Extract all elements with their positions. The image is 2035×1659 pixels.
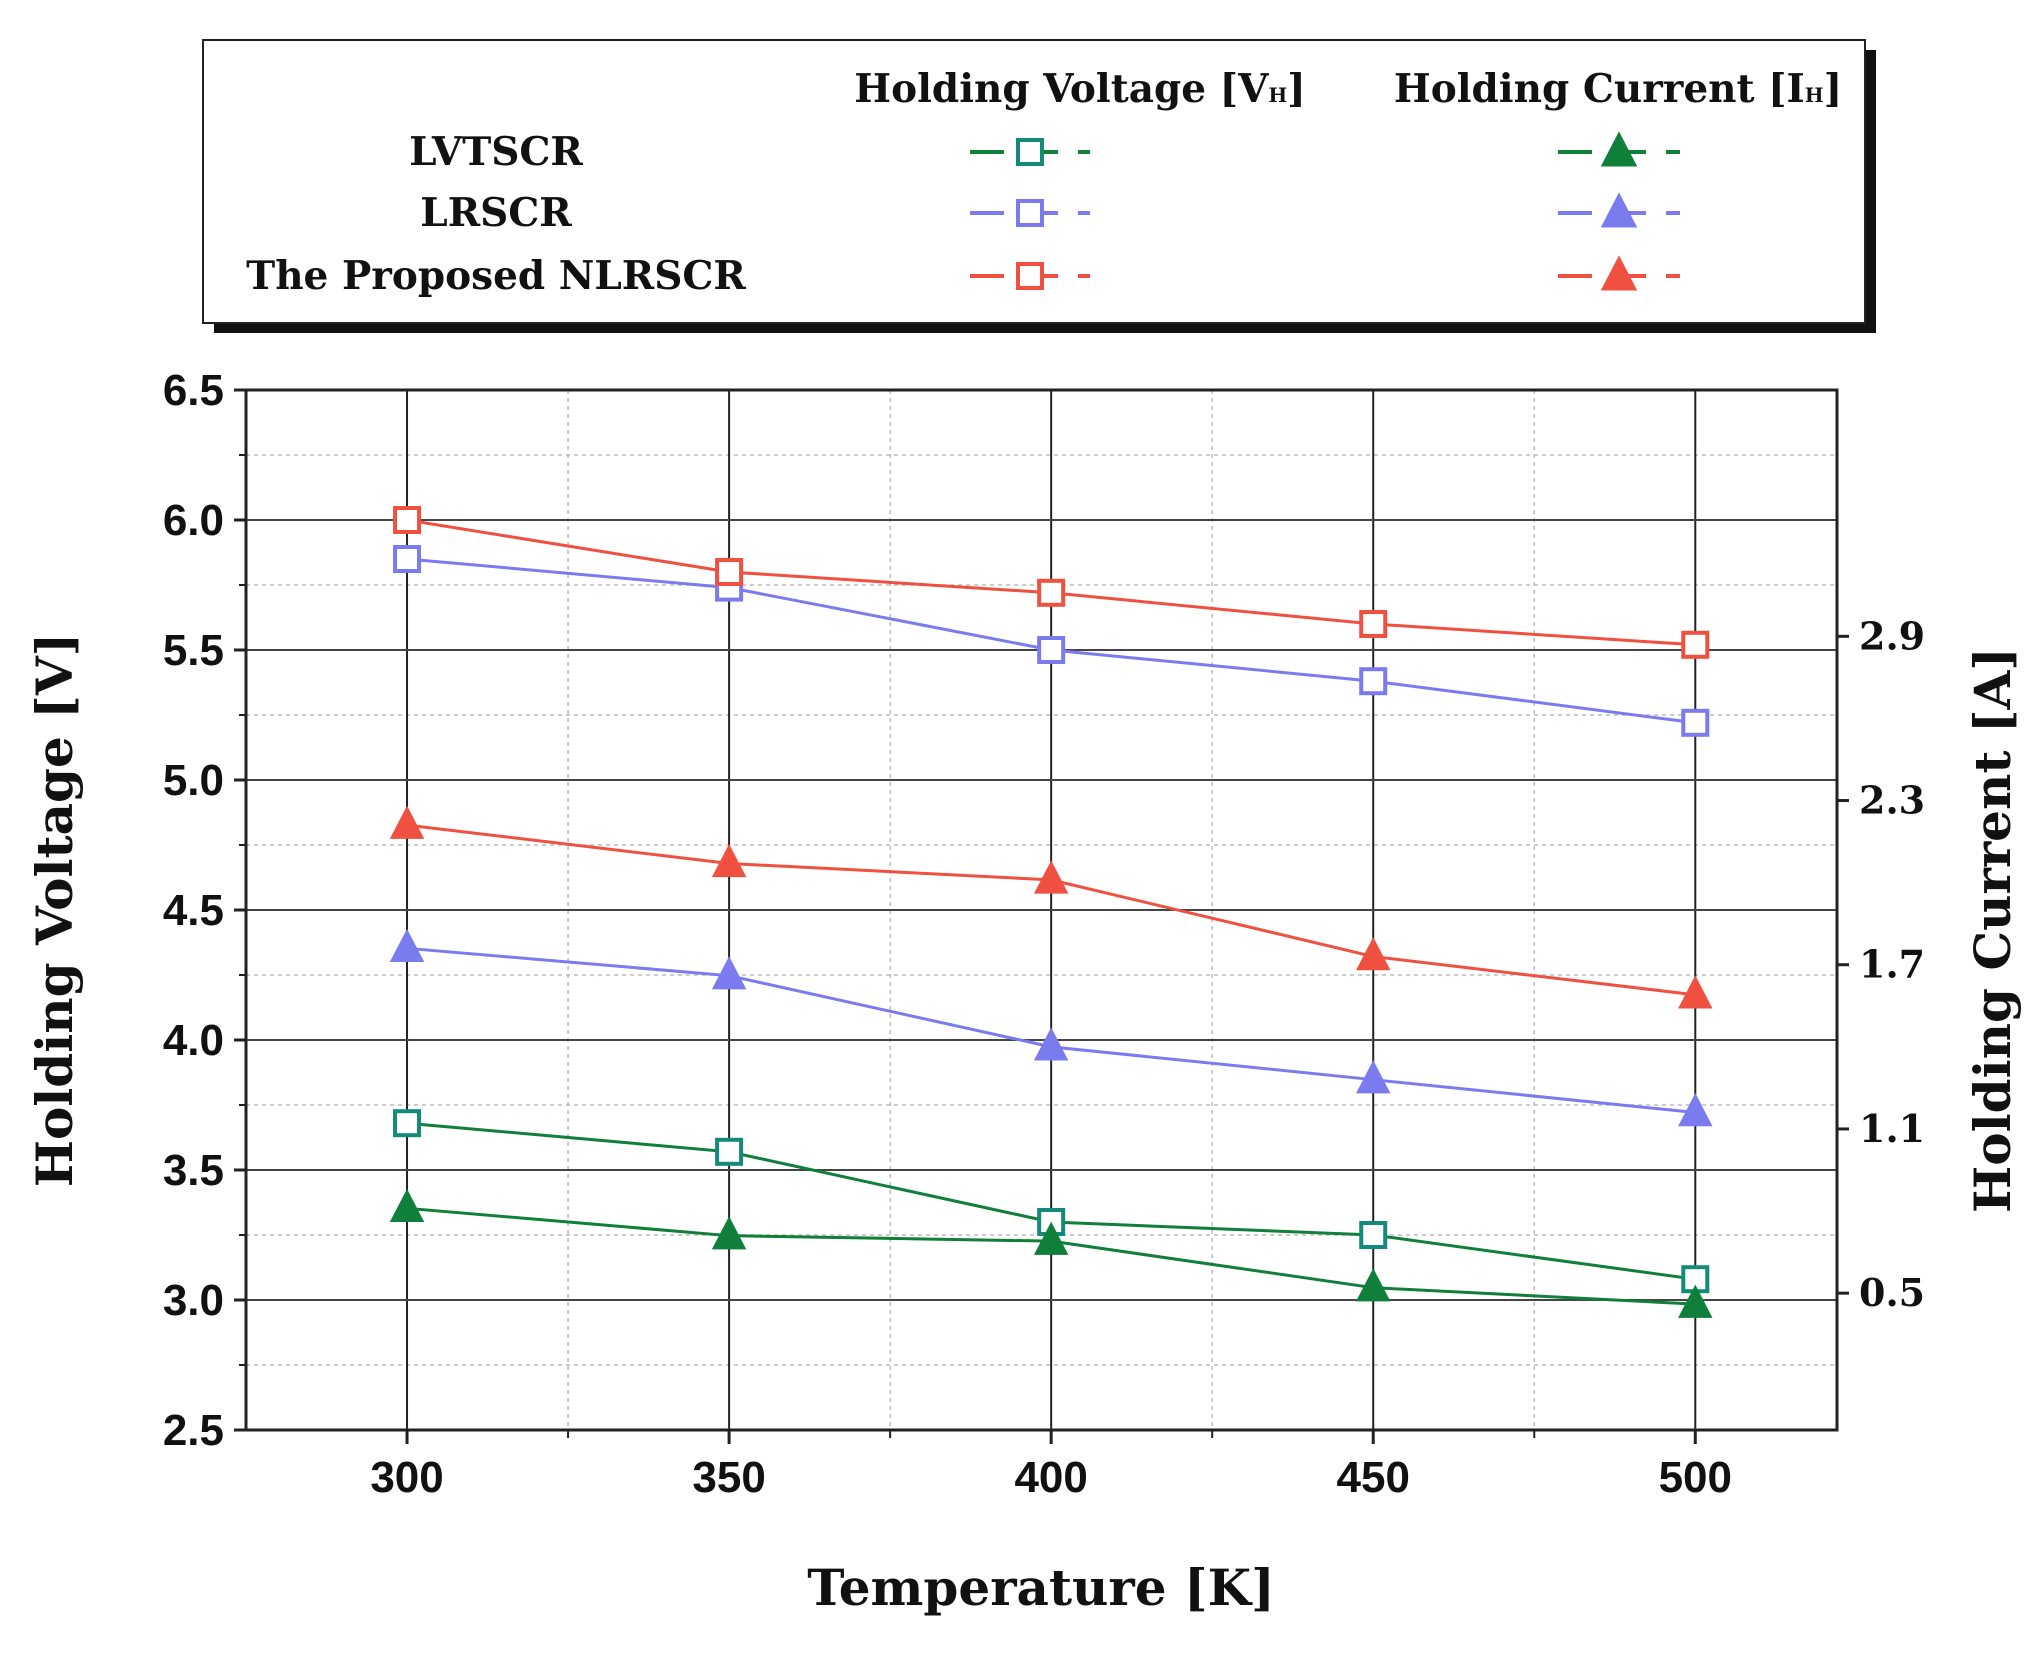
voltage-point	[1037, 578, 1066, 607]
x-tick-label: 300	[370, 1453, 443, 1502]
current-point	[711, 1216, 747, 1250]
legend-row-2: LRSCR	[420, 190, 1680, 236]
plot-area: 2.5 3.0 3.5 4.0 4.5 5.0 5.5 6.0 6.5 300 350 400 450 5…	[163, 366, 1925, 1502]
voltage-point	[393, 506, 422, 534]
current-point	[1033, 1221, 1069, 1255]
series-lrscr	[389, 545, 1713, 1127]
y2-tick-label: 1.7	[1859, 942, 1925, 987]
y-tick-label: 2.5	[163, 1406, 224, 1455]
current-point	[1355, 937, 1391, 971]
voltage-point	[715, 558, 744, 586]
legend-header-current: Holding Current [IH]	[1394, 66, 1842, 112]
y2-tick-label: 1.1	[1859, 1106, 1925, 1151]
y-tick-label: 5.5	[163, 626, 224, 675]
y2-axis-title: Holding Current [A]	[1963, 647, 2022, 1213]
x-axis-title: Temperature [K]	[807, 1558, 1274, 1617]
current-point	[1678, 1284, 1713, 1318]
legend-row-1: LVTSCR	[409, 129, 1680, 175]
current-point	[711, 956, 747, 990]
y2-tick-label: 2.3	[1859, 778, 1925, 823]
current-point	[1033, 860, 1069, 894]
y2-tick-label: 2.9	[1859, 613, 1925, 658]
y-tick-label: 4.0	[163, 1016, 224, 1065]
voltage-point	[715, 1137, 744, 1166]
legend-current-marker	[1600, 192, 1638, 228]
legend-voltage-marker	[1016, 199, 1044, 227]
current-point	[1355, 1060, 1391, 1094]
legend-series-label: The Proposed NLRSCR	[246, 253, 746, 299]
current-point	[1033, 1027, 1069, 1061]
y-tick-label: 3.0	[163, 1276, 224, 1325]
legend-row-3: The Proposed NLRSCR	[246, 253, 1680, 299]
voltage-point	[1359, 610, 1388, 638]
y-tick-label: 6.5	[163, 366, 224, 415]
legend-header-voltage: Holding Voltage [VH]	[854, 66, 1306, 112]
y-tick-label: 6.0	[163, 496, 224, 545]
y-tick-label: 3.5	[163, 1146, 224, 1195]
voltage-point	[393, 1109, 422, 1138]
current-point	[1678, 975, 1713, 1009]
x-tick-label: 350	[692, 1453, 765, 1502]
current-point	[1678, 1093, 1713, 1127]
current-point	[711, 843, 747, 878]
legend-current-marker	[1600, 131, 1638, 167]
legend-current-marker	[1600, 255, 1638, 291]
axis-ticks: 2.5 3.0 3.5 4.0 4.5 5.0 5.5 6.0 6.5 300 350 400 450 5…	[163, 366, 1925, 1502]
series-lvtscr	[389, 1109, 1713, 1318]
y-tick-label: 4.5	[163, 886, 224, 935]
current-point	[1355, 1268, 1391, 1302]
legend-series-label: LRSCR	[420, 190, 572, 236]
legend-series-label: LVTSCR	[409, 129, 583, 175]
legend-voltage-marker	[1016, 262, 1044, 290]
current-point	[389, 1188, 425, 1223]
voltage-point	[1681, 708, 1710, 737]
legend: Holding Voltage [VH] Holding Current [IH…	[202, 39, 1876, 333]
voltage-point	[1681, 630, 1710, 659]
y2-tick-label: 0.5	[1859, 1270, 1925, 1315]
voltage-point	[1359, 667, 1388, 696]
series-the-proposed-nlrscr	[389, 506, 1713, 1009]
series-layer	[389, 506, 1713, 1318]
x-tick-label: 400	[1014, 1453, 1087, 1502]
y-axis-title: Holding Voltage [V]	[25, 633, 84, 1188]
legend-voltage-marker	[1016, 138, 1044, 166]
x-tick-label: 450	[1337, 1453, 1410, 1502]
current-point	[389, 805, 425, 839]
current-point	[389, 928, 425, 963]
x-tick-label: 500	[1659, 1453, 1732, 1502]
voltage-point	[1681, 1265, 1710, 1294]
voltage-point	[1037, 636, 1066, 664]
voltage-point	[1359, 1221, 1388, 1249]
voltage-point	[393, 545, 422, 573]
y-tick-label: 5.0	[163, 756, 224, 805]
